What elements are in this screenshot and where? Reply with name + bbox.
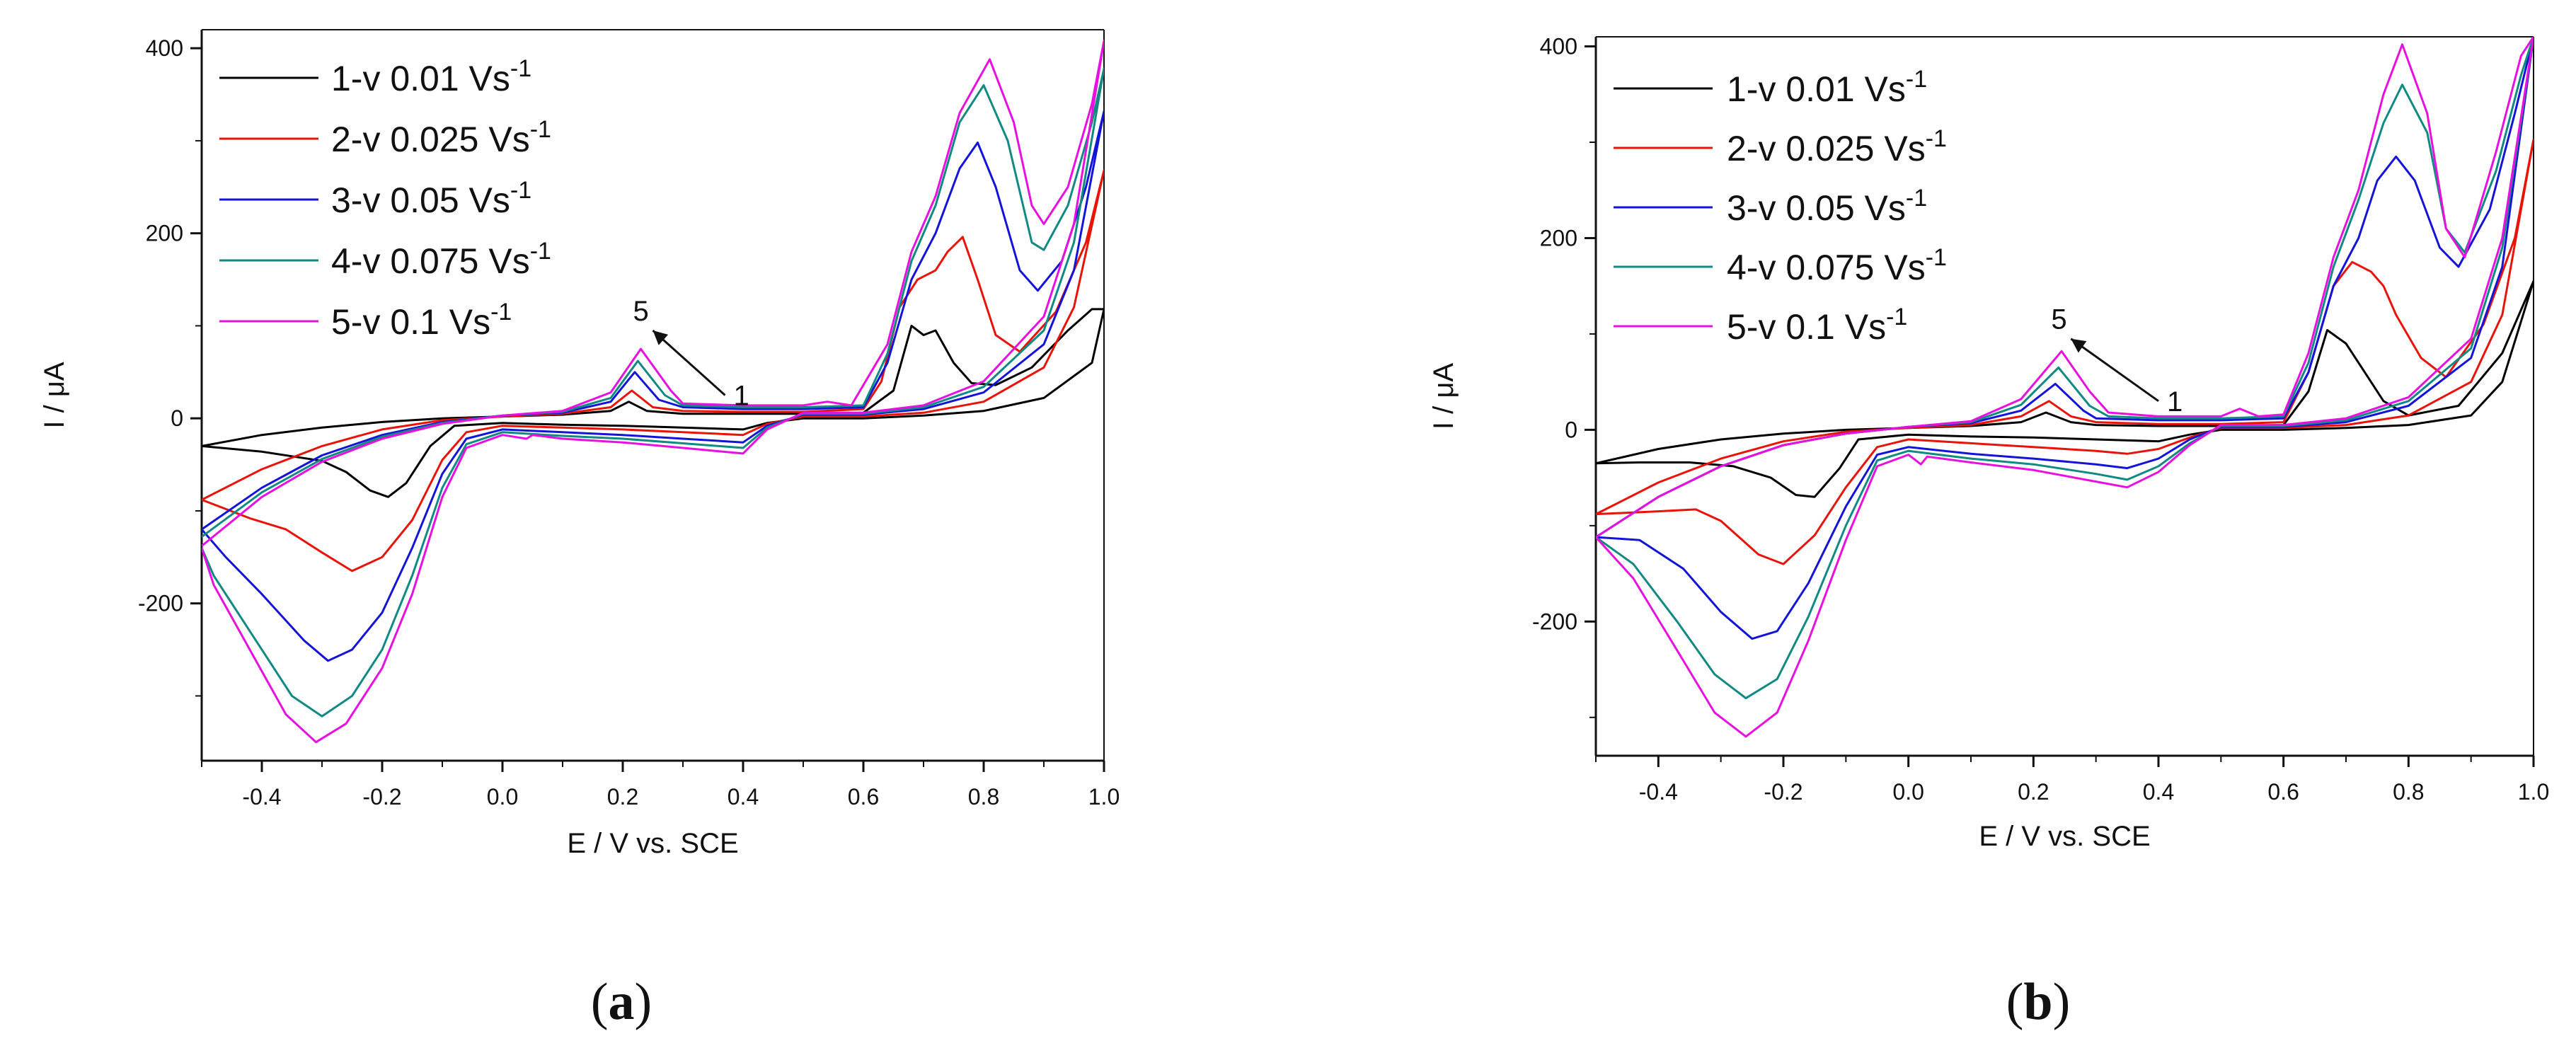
panel-label-open: (	[2006, 973, 2024, 1031]
series-line-1	[202, 308, 1104, 498]
legend-entry: 3-v 0.05 Vs-1	[331, 177, 531, 220]
y-tick-label: 0	[171, 405, 183, 431]
legend-entry: 1-v 0.01 Vs-1	[331, 55, 531, 98]
chart-panel-a: -0.4 -0.2 0.0 0.2 0.4 0.6 0.8 1.0 -200 0 200 400 E /…	[39, 29, 1120, 859]
legend-label: 4-v 0.075 Vs	[331, 241, 530, 281]
series-group	[1596, 37, 2534, 738]
legend-superscript: -1	[1906, 66, 1927, 93]
legend-label: 2-v 0.025 Vs	[331, 120, 530, 159]
x-tick-label: 0.8	[2393, 779, 2424, 805]
panel-label-letter: b	[2023, 973, 2052, 1031]
y-tick-label: 400	[146, 35, 183, 61]
annotation-label-start: 1	[2167, 386, 2183, 417]
legend-superscript: -1	[530, 116, 551, 143]
legend-label: 3-v 0.05 Vs	[331, 180, 510, 220]
x-tick-label: 1.0	[2518, 779, 2549, 805]
y-tick-label: -200	[1532, 609, 1577, 634]
y-tick-label: 200	[1540, 225, 1577, 250]
y-axis-title: I / μA	[1428, 363, 1459, 430]
x-axis-title: E / V vs. SCE	[567, 828, 738, 859]
y-tick-label: 400	[1540, 34, 1577, 59]
panel-label-b: (b)	[2006, 973, 2070, 1031]
panel-label-close: )	[2053, 973, 2071, 1031]
legend-superscript: -1	[510, 177, 531, 204]
legend-entry: 2-v 0.025 Vs-1	[1727, 125, 1947, 168]
legend-superscript: -1	[1886, 304, 1907, 330]
annotation-label-start: 1	[734, 381, 749, 412]
x-tick-label: 0.6	[2267, 779, 2299, 805]
panel-label-a: (a)	[591, 973, 652, 1031]
legend-superscript: -1	[490, 299, 512, 326]
legend-superscript: -1	[510, 55, 531, 82]
annotation-label-end: 5	[2051, 304, 2066, 335]
x-tick-label: -0.4	[242, 784, 281, 810]
annotation-arrow-shaft	[652, 329, 726, 396]
series-line-2	[202, 169, 1104, 572]
x-tick-label: 0.4	[2143, 779, 2174, 805]
legend-superscript: -1	[1926, 244, 1947, 271]
annotation-arrow-head	[2071, 338, 2087, 353]
legend-entry: 4-v 0.075 Vs-1	[1727, 244, 1947, 287]
y-axis-title: I / μA	[39, 362, 70, 429]
legend-label: 5-v 0.1 Vs	[331, 302, 490, 342]
legend-entry: 4-v 0.075 Vs-1	[331, 238, 551, 281]
y-tick-label: 0	[1565, 417, 1577, 442]
x-tick-label: 0.6	[848, 784, 879, 810]
legend-label: 2-v 0.025 Vs	[1727, 129, 1926, 168]
x-tick-label: 0.8	[968, 784, 999, 810]
panel-label-close: )	[635, 973, 652, 1031]
legend-entry: 5-v 0.1 Vs-1	[331, 299, 512, 342]
x-tick-label: -0.4	[1639, 779, 1678, 805]
series-line-4	[202, 67, 1104, 718]
series-line-4	[1596, 37, 2534, 700]
y-tick-label: 200	[146, 221, 183, 246]
legend-superscript: -1	[1906, 185, 1927, 212]
legend-label: 4-v 0.075 Vs	[1727, 248, 1926, 287]
annotation-arrow-shaft	[2070, 338, 2159, 402]
x-tick-label: 0.0	[1892, 779, 1924, 805]
x-tick-label: 0.0	[487, 784, 518, 810]
panel-label-open: (	[591, 973, 609, 1031]
legend-entry: 5-v 0.1 Vs-1	[1727, 304, 1907, 347]
legend-entry: 1-v 0.01 Vs-1	[1727, 66, 1927, 109]
legend-entry: 2-v 0.025 Vs-1	[331, 116, 551, 159]
panel-label-letter: a	[609, 973, 635, 1031]
legend-superscript: -1	[530, 238, 551, 265]
y-tick-label: -200	[138, 591, 183, 616]
series-line-3	[1596, 37, 2534, 640]
series-line-5	[1596, 37, 2534, 738]
x-axis-title: E / V vs. SCE	[1979, 821, 2150, 852]
x-tick-label: -0.2	[362, 784, 401, 810]
legend-superscript: -1	[1926, 125, 1947, 152]
legend-label: 1-v 0.01 Vs	[331, 59, 510, 98]
series-line-3	[202, 110, 1104, 662]
series-line-2	[1596, 138, 2534, 565]
legend-entry: 3-v 0.05 Vs-1	[1727, 185, 1927, 228]
x-tick-label: -0.2	[1764, 779, 1802, 805]
x-tick-label: 0.4	[728, 784, 759, 810]
series-line-1	[1596, 280, 2534, 498]
series-line-5	[202, 40, 1104, 744]
annotation-arrow-head	[652, 330, 669, 345]
annotation-label-end: 5	[633, 296, 649, 327]
legend-label: 3-v 0.05 Vs	[1727, 188, 1906, 228]
legend-label: 5-v 0.1 Vs	[1727, 307, 1886, 347]
x-tick-label: 0.2	[2018, 779, 2049, 805]
chart-panel-b: -0.4 -0.2 0.0 0.2 0.4 0.6 0.8 1.0 -200 0 200 400 E /…	[1428, 34, 2549, 852]
x-tick-label: 0.2	[607, 784, 638, 810]
x-tick-label: 1.0	[1088, 784, 1120, 810]
legend-label: 1-v 0.01 Vs	[1727, 69, 1906, 109]
series-group	[202, 40, 1104, 744]
